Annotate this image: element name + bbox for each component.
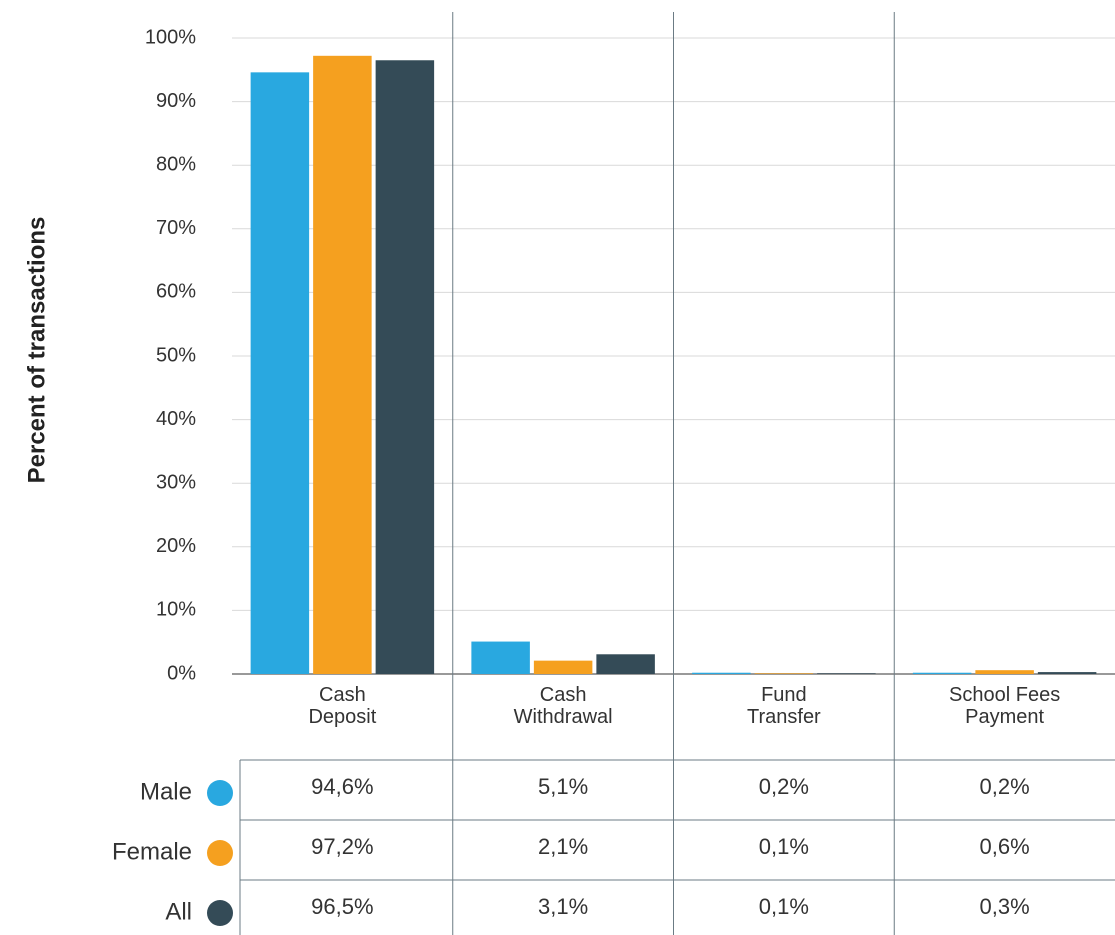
x-tick-label: Cash Deposit: [308, 684, 376, 728]
y-tick-label: 90%: [156, 90, 196, 112]
y-tick-label: 50%: [156, 344, 196, 366]
bar: [313, 55, 372, 675]
table-cell: 0,3%: [980, 894, 1030, 919]
bar: [912, 672, 972, 674]
y-tick-label: 80%: [156, 153, 196, 175]
table-cell: 94,6%: [311, 774, 373, 799]
bar: [375, 60, 435, 674]
legend-marker: [207, 840, 233, 866]
table-cell: 0,2%: [759, 774, 809, 799]
y-tick-label: 0%: [167, 662, 196, 684]
y-tick-label: 10%: [156, 599, 196, 621]
y-tick-label: 100%: [145, 26, 196, 48]
x-tick-label: School Fees Payment: [949, 684, 1060, 728]
legend-label: Male: [140, 778, 192, 805]
table-cell: 0,1%: [759, 834, 809, 859]
table-cell: 2,1%: [538, 834, 588, 859]
legend-label: Female: [112, 838, 192, 865]
bar: [754, 673, 814, 674]
table-cell: 3,1%: [538, 894, 588, 919]
y-tick-label: 20%: [156, 535, 196, 557]
bar: [1037, 672, 1097, 674]
y-tick-label: 30%: [156, 471, 196, 493]
x-tick-label: Fund Transfer: [747, 684, 821, 728]
bar: [692, 672, 751, 674]
table-cell: 97,2%: [311, 834, 373, 859]
table-cell: 0,6%: [980, 834, 1030, 859]
x-tick-label: Cash Withdrawal: [514, 684, 613, 728]
bar: [250, 72, 310, 675]
table-cell: 5,1%: [538, 774, 588, 799]
legend-marker: [207, 900, 233, 926]
legend-label: All: [165, 898, 192, 925]
table-cell: 0,1%: [759, 894, 809, 919]
y-tick-label: 70%: [156, 217, 196, 239]
y-axis-label: Percent of transactions: [23, 217, 50, 484]
bar: [533, 660, 593, 674]
bar: [596, 654, 655, 674]
bar: [975, 670, 1034, 674]
bar: [471, 641, 530, 674]
y-tick-label: 60%: [156, 281, 196, 303]
table-cell: 0,2%: [980, 774, 1030, 799]
y-tick-label: 40%: [156, 408, 196, 430]
bar: [817, 673, 876, 674]
legend-marker: [207, 780, 233, 806]
table-cell: 96,5%: [311, 894, 373, 919]
